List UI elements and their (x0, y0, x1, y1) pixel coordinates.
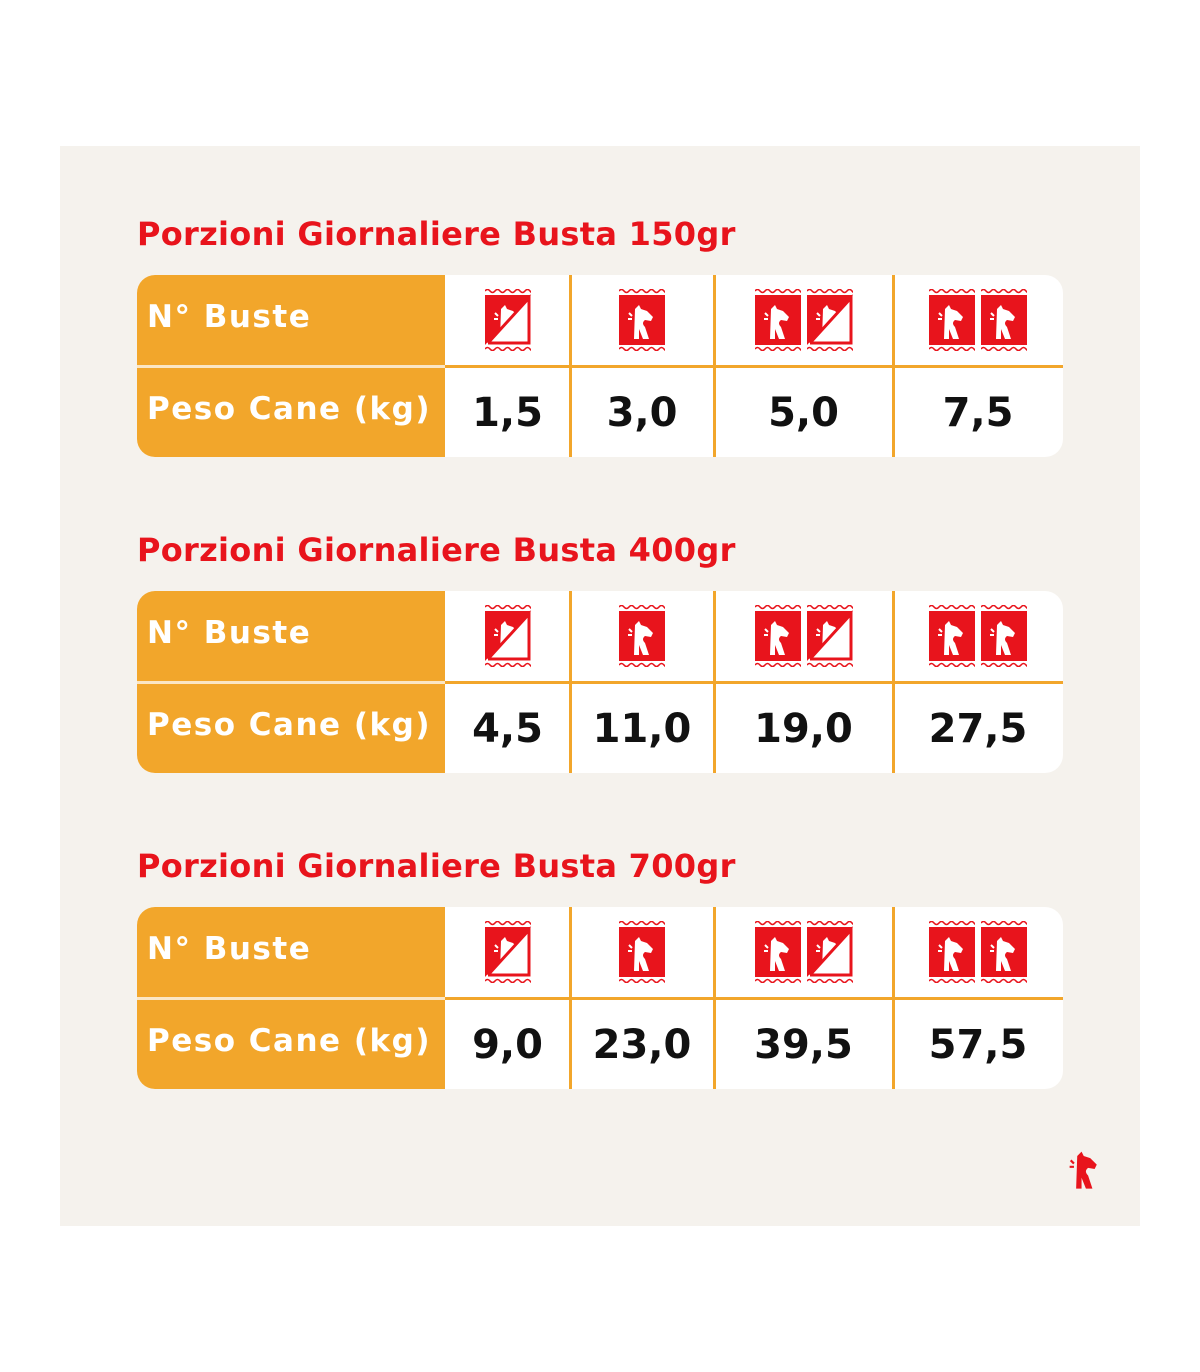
weight-value: 19,0 (754, 705, 853, 752)
bag-icon (755, 289, 801, 351)
row-divider (137, 681, 1063, 684)
bag-icon (619, 605, 665, 667)
bag-icon (929, 605, 975, 667)
bags-cell (714, 907, 893, 997)
weight-value: 4,5 (472, 705, 543, 752)
bag-icon (981, 921, 1027, 983)
bags-label: N° Buste (147, 615, 312, 651)
bags-cell (445, 591, 570, 681)
portion-table: N° Buste Peso Cane (kg) 4,5 11,0 19,0 27,5 (137, 591, 1063, 773)
weight-value: 27,5 (928, 705, 1028, 752)
bags-label: N° Buste (147, 299, 312, 335)
portion-table: N° Buste Peso Cane (kg) 1,5 3,0 5,0 7,5 (137, 275, 1063, 457)
header-divider (137, 681, 445, 684)
column-divider (892, 591, 895, 773)
header-divider (137, 997, 445, 1000)
column-divider (713, 907, 716, 1089)
bags-label: N° Buste (147, 931, 312, 967)
half-bag-icon (485, 921, 531, 983)
bag-icon (619, 289, 665, 351)
half-bag-icon (807, 921, 853, 983)
bag-icon (755, 605, 801, 667)
column-divider (569, 591, 572, 773)
weight-value: 11,0 (592, 705, 692, 752)
column-divider (892, 907, 895, 1089)
weight-value: 5,0 (768, 389, 839, 436)
bag-icon (981, 289, 1027, 351)
bags-cell (570, 591, 714, 681)
bags-cell (570, 275, 714, 365)
weight-label: Peso Cane (kg) (147, 391, 431, 427)
half-bag-icon (485, 605, 531, 667)
weight-label: Peso Cane (kg) (147, 707, 431, 743)
portion-table: N° Buste Peso Cane (kg) 9,0 23,0 39,5 57,5 (137, 907, 1063, 1089)
weight-value: 1,5 (472, 389, 543, 436)
weight-value: 7,5 (942, 389, 1014, 436)
bags-cell (893, 275, 1063, 365)
row-divider (137, 997, 1063, 1000)
bags-cell (570, 907, 714, 997)
bags-cell (893, 907, 1063, 997)
weight-value: 23,0 (592, 1021, 692, 1068)
column-divider (569, 907, 572, 1089)
dog-logo-icon (1068, 1150, 1098, 1190)
weight-label: Peso Cane (kg) (147, 1023, 431, 1059)
bag-icon (929, 921, 975, 983)
weight-value: 57,5 (928, 1021, 1028, 1068)
table-title: Porzioni Giornaliere Busta 700gr (137, 847, 736, 885)
half-bag-icon (807, 605, 853, 667)
bags-cell (445, 275, 570, 365)
weight-value: 3,0 (606, 389, 678, 436)
half-bag-icon (485, 289, 531, 351)
column-divider (713, 275, 716, 457)
column-divider (569, 275, 572, 457)
bags-cell (893, 591, 1063, 681)
bags-cell (714, 275, 893, 365)
header-divider (137, 365, 445, 368)
half-bag-icon (807, 289, 853, 351)
row-divider (137, 365, 1063, 368)
bag-icon (619, 921, 665, 983)
column-divider (892, 275, 895, 457)
weight-value: 9,0 (472, 1021, 543, 1068)
bag-icon (929, 289, 975, 351)
weight-value: 39,5 (754, 1021, 853, 1068)
table-title: Porzioni Giornaliere Busta 400gr (137, 531, 736, 569)
column-divider (713, 591, 716, 773)
bags-cell (714, 591, 893, 681)
bags-cell (445, 907, 570, 997)
table-title: Porzioni Giornaliere Busta 150gr (137, 215, 736, 253)
bag-icon (755, 921, 801, 983)
bag-icon (981, 605, 1027, 667)
